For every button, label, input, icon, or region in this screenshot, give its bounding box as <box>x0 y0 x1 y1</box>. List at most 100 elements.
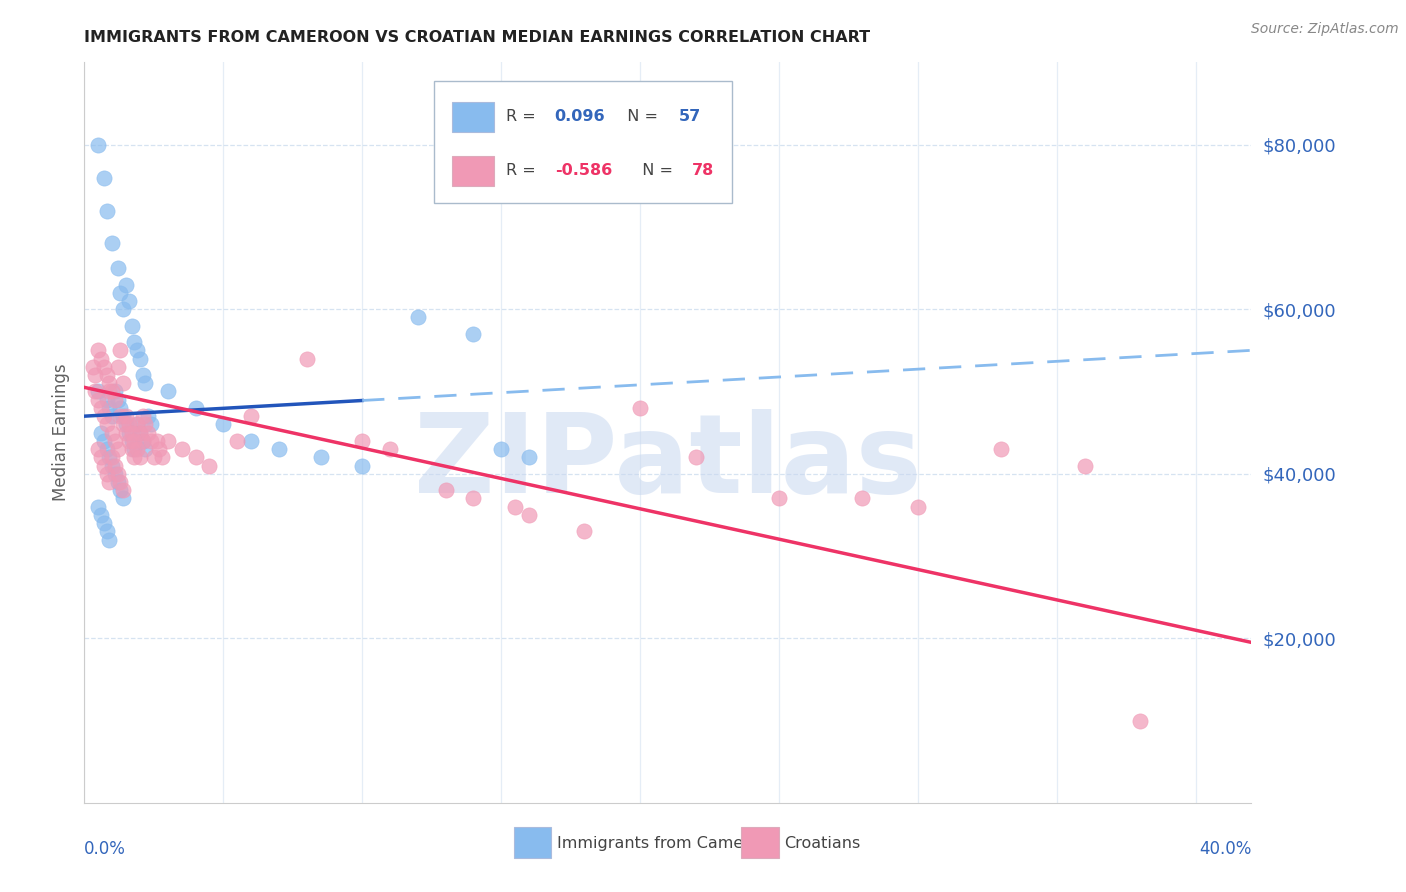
Point <box>112 409 135 424</box>
Point <box>142 450 165 465</box>
Point <box>96 442 118 456</box>
Point <box>101 409 124 424</box>
Point <box>101 425 124 440</box>
Point <box>134 417 156 432</box>
Point <box>121 434 143 448</box>
Point <box>118 425 141 440</box>
Point <box>574 524 596 539</box>
Point <box>110 285 132 300</box>
Point <box>121 442 143 456</box>
Point <box>104 384 127 399</box>
Point <box>98 475 121 489</box>
Point <box>309 450 332 465</box>
Point <box>107 467 129 481</box>
Point <box>124 434 146 448</box>
Point <box>132 434 155 448</box>
Point <box>93 434 115 448</box>
Point <box>267 442 290 456</box>
FancyBboxPatch shape <box>451 156 494 186</box>
Point <box>240 434 263 448</box>
Point <box>121 318 143 333</box>
Point <box>107 261 129 276</box>
Point <box>156 384 179 399</box>
Point <box>84 384 107 399</box>
Point <box>87 442 110 456</box>
Text: 0.0%: 0.0% <box>84 840 127 858</box>
Point <box>110 475 132 489</box>
Point <box>101 384 124 399</box>
Point <box>90 425 112 440</box>
Point <box>87 384 110 399</box>
Text: Source: ZipAtlas.com: Source: ZipAtlas.com <box>1251 22 1399 37</box>
Point <box>87 343 110 358</box>
Point <box>628 401 651 415</box>
Point <box>104 467 127 481</box>
Text: R =: R = <box>506 110 540 124</box>
Point <box>145 434 167 448</box>
Point <box>156 434 179 448</box>
FancyBboxPatch shape <box>451 103 494 132</box>
Point <box>851 491 873 506</box>
Point <box>434 483 457 498</box>
Point <box>82 359 104 374</box>
Point <box>463 326 485 341</box>
Point <box>139 434 162 448</box>
Point <box>132 368 155 382</box>
Point <box>406 310 429 325</box>
FancyBboxPatch shape <box>434 81 733 203</box>
Point <box>129 425 152 440</box>
Text: R =: R = <box>506 163 540 178</box>
Point <box>98 533 121 547</box>
Point <box>1073 458 1095 473</box>
Point <box>112 417 135 432</box>
Point <box>118 434 141 448</box>
Point <box>93 458 115 473</box>
Text: Immigrants from Cameroon: Immigrants from Cameroon <box>557 836 779 851</box>
Text: 57: 57 <box>678 110 700 124</box>
Point <box>84 368 107 382</box>
Point <box>110 343 132 358</box>
Point <box>98 384 121 399</box>
Point <box>96 524 118 539</box>
Point <box>134 442 156 456</box>
Point <box>96 392 118 407</box>
Point <box>101 450 124 465</box>
Point <box>118 293 141 308</box>
Point <box>132 434 155 448</box>
Point <box>129 450 152 465</box>
Point <box>93 409 115 424</box>
Y-axis label: Median Earnings: Median Earnings <box>52 364 70 501</box>
Point <box>107 475 129 489</box>
Point <box>110 483 132 498</box>
Point <box>115 409 138 424</box>
Point <box>112 483 135 498</box>
Point <box>90 351 112 366</box>
Point <box>127 417 149 432</box>
Point <box>87 137 110 152</box>
Point <box>463 491 485 506</box>
Point <box>104 434 127 448</box>
Point <box>295 351 318 366</box>
Point <box>87 500 110 514</box>
Point <box>104 458 127 473</box>
Point <box>148 442 170 456</box>
Text: 0.096: 0.096 <box>554 110 605 124</box>
Point <box>115 425 138 440</box>
Point <box>115 417 138 432</box>
Point <box>87 392 110 407</box>
Point <box>115 277 138 292</box>
Point <box>112 376 135 391</box>
Point <box>110 401 132 415</box>
Point <box>98 450 121 465</box>
Point <box>132 409 155 424</box>
Text: N =: N = <box>631 163 678 178</box>
Point <box>240 409 263 424</box>
Point <box>139 417 162 432</box>
Point <box>124 450 146 465</box>
Point <box>112 302 135 317</box>
Point <box>110 409 132 424</box>
Point <box>93 359 115 374</box>
Point <box>104 392 127 407</box>
Point <box>150 450 173 465</box>
Point <box>127 442 149 456</box>
